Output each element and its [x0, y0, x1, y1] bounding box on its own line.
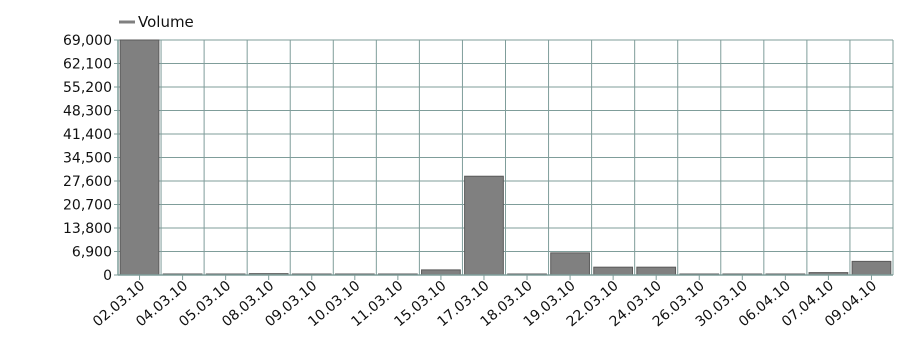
bar-09.04.10 [851, 260, 892, 276]
y-tick-label: 0 [103, 268, 112, 284]
bar-22.03.10 [593, 266, 634, 276]
y-axis-ticks: 0 6,900 13,800 20,700 27,600 34,500 41,400 48,3… [63, 33, 118, 284]
bar-02.03.10 [119, 39, 160, 276]
y-tick-label: 20,700 [63, 198, 112, 214]
legend-label: Volume [138, 13, 194, 31]
y-tick-label: 48,300 [63, 104, 112, 120]
y-tick-label: 55,200 [63, 80, 112, 96]
y-tick-label: 13,800 [63, 221, 112, 237]
grid [117, 39, 894, 276]
bar-19.03.10 [550, 252, 590, 276]
y-tick-label: 6,900 [72, 245, 112, 261]
y-tick-label: 62,100 [63, 57, 112, 73]
y-tick-label: 69,000 [63, 33, 112, 49]
legend: Volume [119, 13, 194, 31]
y-tick-label: 41,400 [63, 127, 112, 143]
y-tick-label: 34,500 [63, 151, 112, 167]
x-axis-ticks: 02.03.1004.03.1005.03.1008.03.1009.03.10… [90, 275, 880, 330]
bar-15.03.10 [421, 269, 461, 276]
bar-24.03.10 [636, 266, 677, 276]
y-tick-label: 27,600 [63, 174, 112, 190]
bar-17.03.10 [464, 175, 504, 276]
